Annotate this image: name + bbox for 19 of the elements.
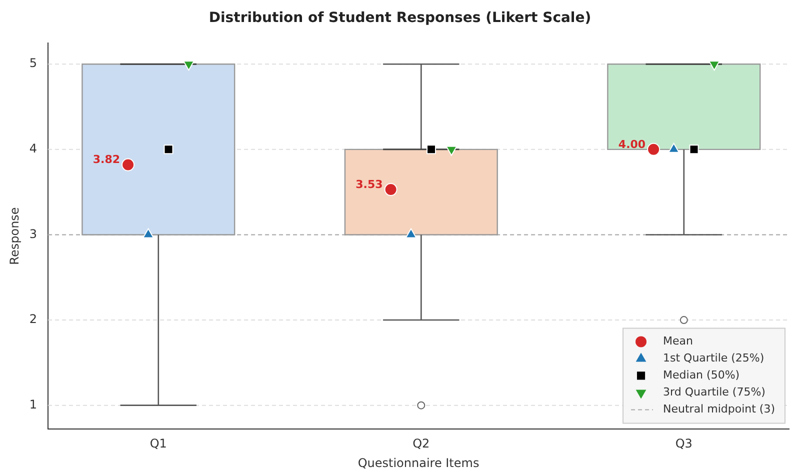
data-label: 3.82 bbox=[92, 153, 120, 166]
x-axis-title: Questionnaire Items bbox=[358, 456, 480, 470]
chart-title: Distribution of Student Responses (Likert Scale) bbox=[208, 10, 592, 26]
y-tick-label: 3 bbox=[29, 226, 38, 241]
legend-label: Mean bbox=[663, 334, 694, 348]
y-tick-label: 5 bbox=[29, 56, 38, 70]
data-label: 4.00 bbox=[618, 138, 646, 151]
x-tick-label: Q1 bbox=[150, 436, 167, 451]
y-tick-label: 1 bbox=[29, 397, 38, 412]
y-tick-label: 2 bbox=[29, 312, 38, 326]
x-tick-label: Q2 bbox=[412, 436, 430, 451]
y-tick-label: 4 bbox=[29, 142, 38, 156]
legend-label: Neutral midpoint (3) bbox=[663, 402, 775, 416]
data-label: 3.53 bbox=[356, 178, 383, 191]
legend-label: 3rd Quartile (75%) bbox=[663, 386, 766, 399]
y-axis-title: Response bbox=[7, 207, 22, 265]
x-tick-label: Q3 bbox=[675, 436, 692, 451]
legend-label: 1st Quartile (25%) bbox=[663, 352, 764, 365]
legend-label: Median (50%) bbox=[663, 368, 740, 382]
